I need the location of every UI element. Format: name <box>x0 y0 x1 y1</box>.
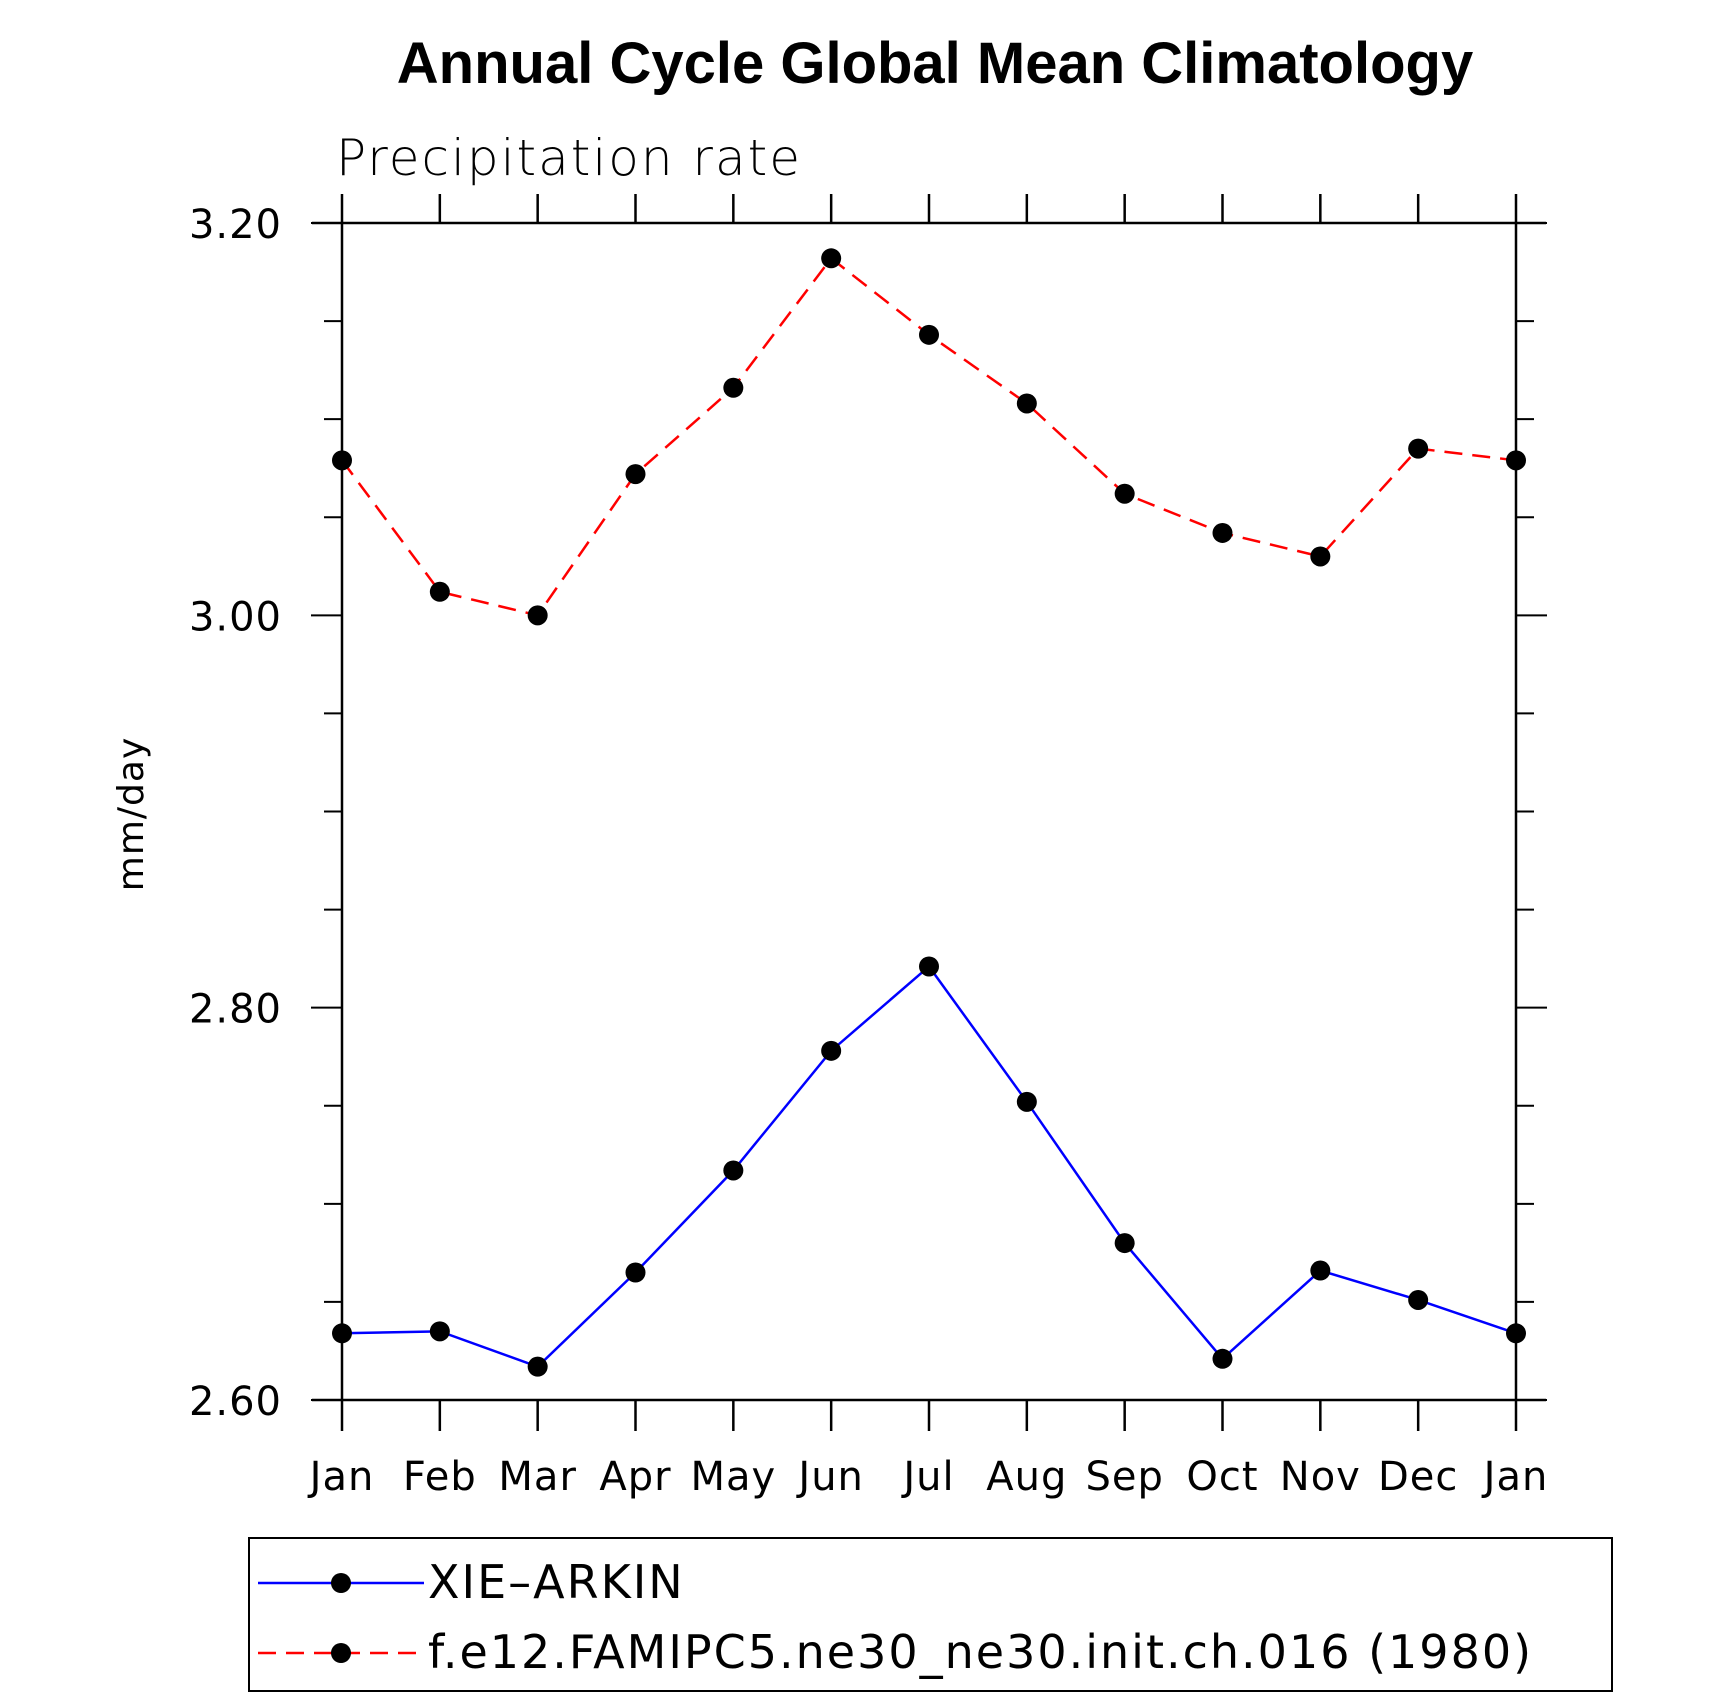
series-line-2 <box>340 256 1517 617</box>
series-2-point <box>527 605 548 626</box>
series-2-point <box>429 581 450 602</box>
legend-label-series-1: XIE–ARKIN <box>428 1555 685 1609</box>
series-2-point <box>1408 438 1429 459</box>
series-2-point <box>1212 522 1233 543</box>
series-1-point <box>723 1160 744 1181</box>
series-1-point <box>1310 1260 1331 1281</box>
x-tick-label: Dec <box>1378 1454 1458 1500</box>
legend-marker-2 <box>331 1643 351 1663</box>
series-2-point <box>332 450 352 471</box>
x-tick-label: May <box>690 1454 776 1500</box>
series-2-point <box>821 248 842 269</box>
series-2-point <box>1114 483 1135 504</box>
y-tick-label: 2.80 <box>189 987 282 1033</box>
x-tick-label: Nov <box>1280 1454 1361 1500</box>
x-tick-label: Sep <box>1085 1454 1163 1500</box>
series-1-point <box>429 1321 450 1342</box>
x-tick-label: Jun <box>795 1454 864 1500</box>
series-1-point <box>1408 1289 1429 1310</box>
chart-subtitle: Precipitation rate <box>336 129 802 187</box>
x-tick-label: Oct <box>1186 1454 1258 1500</box>
y-axis-label: mm/day <box>111 737 152 891</box>
series-1-point <box>1212 1348 1233 1369</box>
series-1-point <box>1506 1323 1526 1344</box>
x-tick-label: Jan <box>307 1454 375 1500</box>
legend-box <box>248 1537 1613 1692</box>
series-2-point <box>625 464 646 485</box>
series-1-point <box>919 956 939 977</box>
plot-area <box>332 248 1526 1377</box>
series-1-point <box>1016 1091 1037 1112</box>
x-tick-label: Aug <box>986 1454 1067 1500</box>
series-line-1 <box>341 964 1517 1369</box>
x-tick-label: Mar <box>498 1454 576 1500</box>
x-tick-label: Feb <box>403 1454 477 1500</box>
series-1-point <box>332 1323 352 1344</box>
series-2-point <box>723 377 744 398</box>
x-tick-label: Jan <box>1481 1454 1549 1500</box>
series-2-point <box>919 324 939 345</box>
legend-label-series-2: f.e12.FAMIPC5.ne30_ne30.init.ch.016 (198… <box>428 1625 1533 1679</box>
series-1-point <box>821 1040 842 1061</box>
series-1-point <box>625 1262 646 1283</box>
series-2-point <box>1506 450 1526 471</box>
legend: XIE–ARKIN f.e12.FAMIPC5.ne30_ne30.init.c… <box>248 1537 1613 1692</box>
series-2-point <box>1310 546 1331 567</box>
y-tick-label: 2.60 <box>189 1379 282 1425</box>
series-1-point <box>1114 1233 1135 1254</box>
x-tick-label: Apr <box>599 1454 671 1500</box>
legend-marker-1 <box>331 1573 351 1593</box>
chart-title: Annual Cycle Global Mean Climatology <box>397 31 1473 96</box>
y-tick-label: 3.00 <box>189 594 282 640</box>
y-tick-label: 3.20 <box>189 202 282 248</box>
axes: Jan Feb Mar Apr May Jun Jul Aug Sep Oct Nov Dec Jan 2… <box>189 194 1549 1500</box>
x-tick-label: Jul <box>900 1454 954 1500</box>
series-2-point <box>1016 393 1037 414</box>
series-1-point <box>527 1356 548 1377</box>
